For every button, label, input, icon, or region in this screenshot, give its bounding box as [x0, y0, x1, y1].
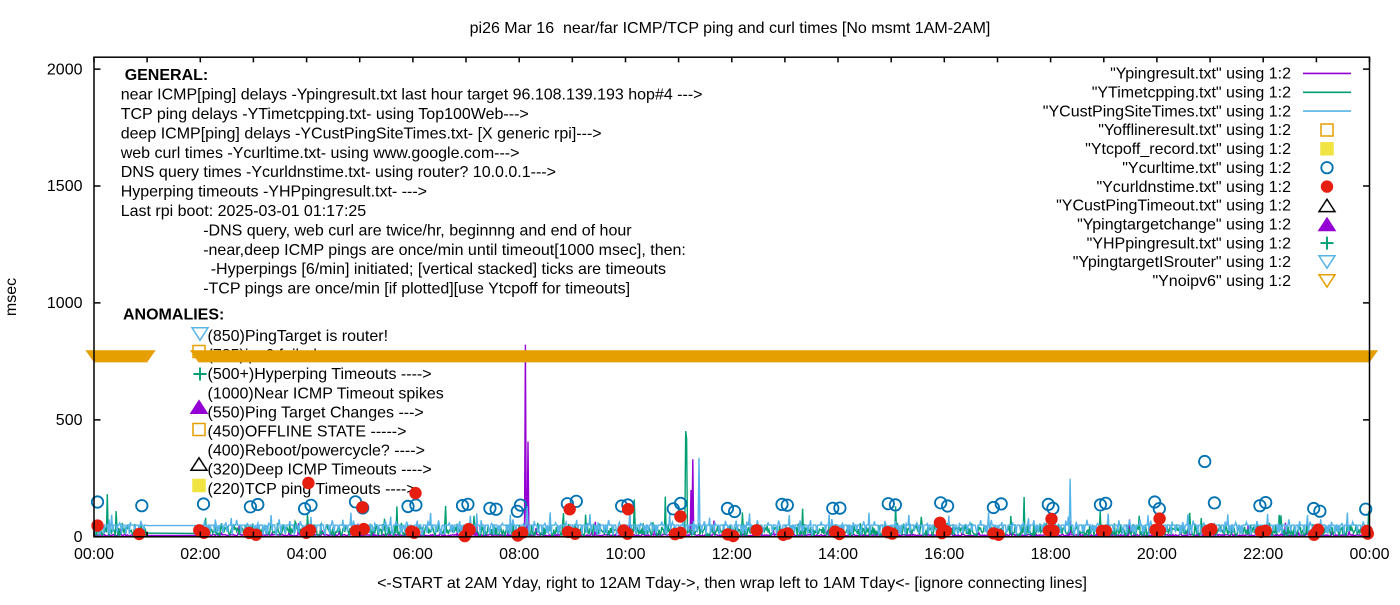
- svg-text:"Yofflineresult.txt" using 1:2: "Yofflineresult.txt" using 1:2: [1098, 122, 1291, 139]
- svg-text:-Hyperpings [6/min] initiated;: -Hyperpings [6/min] initiated; [vertical…: [211, 261, 666, 278]
- svg-text:08:00: 08:00: [499, 546, 539, 563]
- svg-text:DNS query times -Ycurldnstime.: DNS query times -Ycurldnstime.txt- using…: [121, 164, 556, 181]
- svg-text:"Ytcpoff_record.txt" using 1:2: "Ytcpoff_record.txt" using 1:2: [1085, 141, 1291, 158]
- svg-text:GENERAL:: GENERAL:: [125, 67, 209, 84]
- svg-text:"YHPpingresult.txt" using 1:2: "YHPpingresult.txt" using 1:2: [1087, 235, 1291, 252]
- svg-text:16:00: 16:00: [924, 546, 964, 563]
- svg-text:pi26 Mar 16 near/far ICMP/TCP: pi26 Mar 16 near/far ICMP/TCP ping and c…: [470, 20, 991, 37]
- svg-text:<-START at 2AM Yday, right to: <-START at 2AM Yday, right to 12AM Tday-…: [377, 575, 1087, 592]
- svg-text:10:00: 10:00: [605, 546, 645, 563]
- svg-text:"Ycurldnstime.txt" using 1:2: "Ycurldnstime.txt" using 1:2: [1096, 179, 1291, 196]
- svg-text:Last rpi boot: 2025-03-01 01:1: Last rpi boot: 2025-03-01 01:17:25: [121, 203, 367, 220]
- svg-text:(320)Deep ICMP Timeouts ---->: (320)Deep ICMP Timeouts ---->: [208, 462, 432, 479]
- svg-text:ANOMALIES:: ANOMALIES:: [123, 307, 224, 324]
- svg-text:18:00: 18:00: [1031, 546, 1071, 563]
- svg-text:"YCustPingSiteTimes.txt" using: "YCustPingSiteTimes.txt" using 1:2: [1043, 103, 1291, 120]
- svg-text:0: 0: [74, 529, 83, 546]
- svg-text:1000: 1000: [47, 295, 83, 312]
- svg-text:00:00: 00:00: [74, 546, 114, 563]
- svg-text:1500: 1500: [47, 178, 83, 195]
- svg-text:Hyperping timeouts -YHPpingres: Hyperping timeouts -YHPpingresult.txt- -…: [121, 184, 427, 201]
- svg-text:02:00: 02:00: [180, 546, 220, 563]
- svg-text:web curl times -Ycurltime.txt-: web curl times -Ycurltime.txt- using www…: [120, 145, 520, 162]
- svg-text:"Ypingtargetchange" using 1:2: "Ypingtargetchange" using 1:2: [1077, 217, 1291, 234]
- svg-text:(220)TCP ping Timeouts ---->: (220)TCP ping Timeouts ---->: [208, 481, 416, 498]
- svg-text:"YTimetcpping.txt" using 1:2: "YTimetcpping.txt" using 1:2: [1092, 85, 1291, 102]
- svg-text:"Ynoipv6" using 1:2: "Ynoipv6" using 1:2: [1152, 273, 1291, 290]
- svg-text:-near,deep ICMP pings are once: -near,deep ICMP pings are once/min until…: [203, 242, 686, 259]
- svg-text:00:00: 00:00: [1349, 546, 1389, 563]
- svg-text:"Ypingresult.txt" using 1:2: "Ypingresult.txt" using 1:2: [1110, 66, 1291, 83]
- svg-text:(400)Reboot/powercycle? ---->: (400)Reboot/powercycle? ---->: [208, 443, 425, 460]
- svg-text:(850)PingTarget is router!: (850)PingTarget is router!: [208, 328, 389, 345]
- svg-text:(1000)Near ICMP Timeout spikes: (1000)Near ICMP Timeout spikes: [208, 385, 444, 402]
- svg-text:"YCustPingTimeout.txt" using 1: "YCustPingTimeout.txt" using 1:2: [1056, 198, 1291, 215]
- svg-text:06:00: 06:00: [393, 546, 433, 563]
- svg-text:(450)OFFLINE STATE ----->: (450)OFFLINE STATE ----->: [208, 424, 407, 441]
- svg-text:"YpingtargetISrouter" using 1:: "YpingtargetISrouter" using 1:2: [1073, 254, 1291, 271]
- svg-text:20:00: 20:00: [1137, 546, 1177, 563]
- svg-text:msec: msec: [3, 278, 20, 316]
- svg-text:-TCP pings are once/min [if pl: -TCP pings are once/min [if plotted][use…: [203, 281, 630, 298]
- svg-text:22:00: 22:00: [1243, 546, 1283, 563]
- svg-text:(550)Ping Target Changes --->: (550)Ping Target Changes --->: [208, 404, 424, 421]
- svg-text:12:00: 12:00: [712, 546, 752, 563]
- svg-text:04:00: 04:00: [287, 546, 327, 563]
- svg-text:-DNS query, web curl are twice: -DNS query, web curl are twice/hr, begin…: [203, 222, 632, 239]
- svg-text:2000: 2000: [47, 61, 83, 78]
- svg-text:deep ICMP[ping] delays -YCustP: deep ICMP[ping] delays -YCustPingSiteTim…: [121, 125, 602, 142]
- svg-text:near ICMP[ping] delays -Ypingr: near ICMP[ping] delays -Ypingresult.txt …: [121, 87, 703, 104]
- svg-text:14:00: 14:00: [818, 546, 858, 563]
- svg-text:(500+)Hyperping Timeouts ---->: (500+)Hyperping Timeouts ---->: [208, 366, 432, 383]
- svg-text:"Ycurltime.txt" using 1:2: "Ycurltime.txt" using 1:2: [1122, 160, 1291, 177]
- svg-text:TCP ping delays -YTimetcpping.: TCP ping delays -YTimetcpping.txt- using…: [121, 106, 529, 123]
- svg-text:500: 500: [56, 412, 83, 429]
